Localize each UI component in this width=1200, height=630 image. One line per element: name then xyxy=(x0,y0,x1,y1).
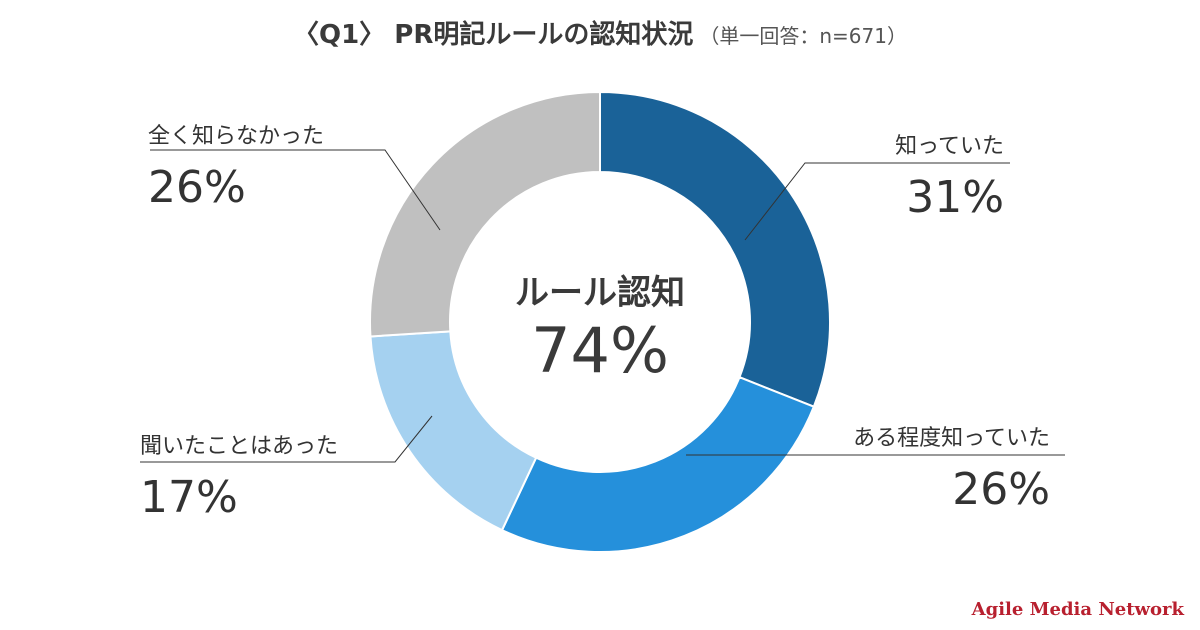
slice-value: 17% xyxy=(140,472,238,523)
label-slice-3: 全く知らなかった 26% xyxy=(148,118,324,210)
slice-label: 聞いたことはあった xyxy=(140,434,339,459)
center-label: ルール認知 xyxy=(515,273,685,313)
leader-lines xyxy=(140,149,1065,463)
title-text: 〈Q1〉 PR明記ルールの認知状況 xyxy=(293,20,694,50)
chart-title: 〈Q1〉 PR明記ルールの認知状況 （単一回答：n=671） xyxy=(0,14,1200,51)
slice-label: ある程度知っていた xyxy=(853,426,1050,451)
donut-center: ルール認知 74% xyxy=(450,265,750,382)
donut-slice-0 xyxy=(599,90,831,408)
leader-line-2 xyxy=(140,415,433,463)
slice-value: 31% xyxy=(906,172,1004,223)
label-slice-1: ある程度知っていた 26% xyxy=(853,420,1050,512)
slice-label: 知っていた xyxy=(895,134,1004,159)
slice-value: 26% xyxy=(148,162,246,213)
slice-label: 全く知らなかった xyxy=(148,124,325,149)
donut-slice-3 xyxy=(369,90,601,338)
brand-logo: Agile Media Network xyxy=(971,599,1184,620)
label-slice-2: 聞いたことはあった 17% xyxy=(140,428,338,520)
slice-value: 26% xyxy=(952,464,1050,515)
center-value: 74% xyxy=(531,314,669,387)
donut-slice-1 xyxy=(500,375,816,553)
donut-slices xyxy=(369,90,831,553)
title-subtitle: （単一回答：n=671） xyxy=(699,24,907,48)
label-slice-0: 知っていた 31% xyxy=(895,128,1004,220)
leader-line-3 xyxy=(150,149,441,231)
leader-line-0 xyxy=(744,162,1010,241)
